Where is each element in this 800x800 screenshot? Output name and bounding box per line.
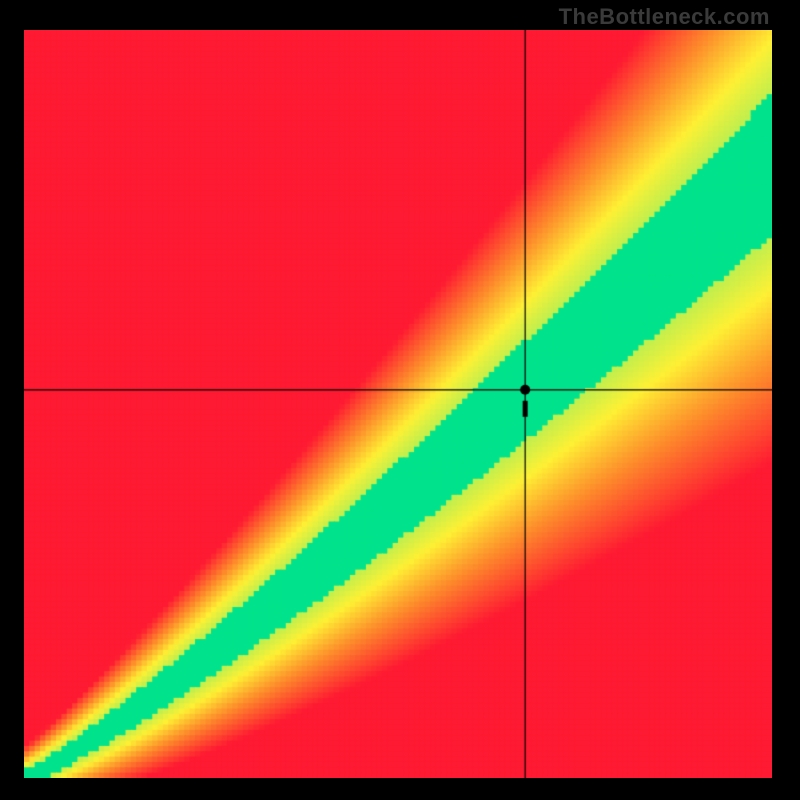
- watermark-text: TheBottleneck.com: [559, 4, 770, 30]
- chart-container: TheBottleneck.com: [0, 0, 800, 800]
- bottleneck-heatmap: [24, 30, 772, 778]
